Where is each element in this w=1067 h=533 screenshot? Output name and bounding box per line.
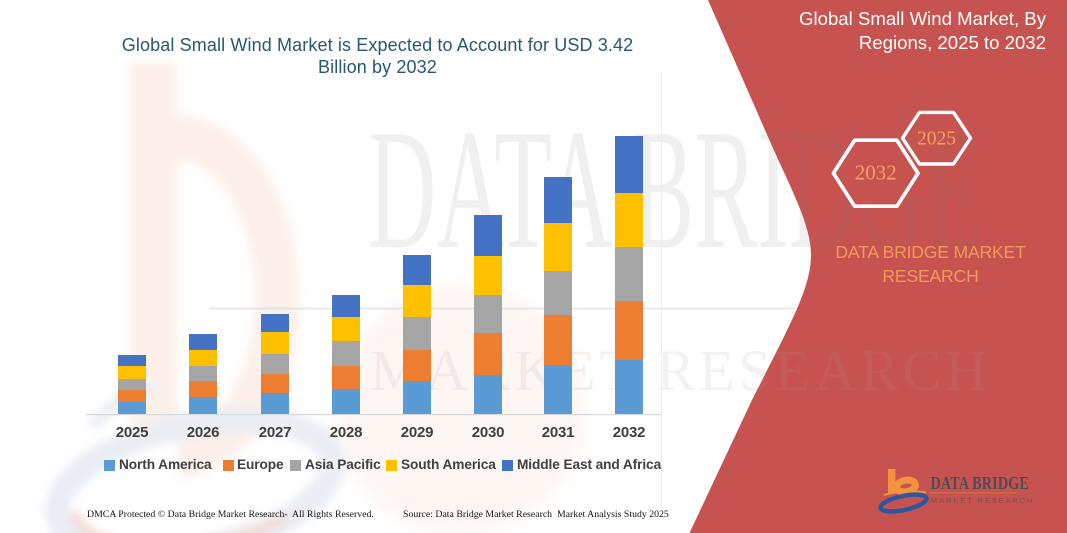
svg-text:2025: 2025 (917, 129, 956, 150)
svg-text:2032: 2032 (855, 161, 897, 185)
svg-text:MARKET RESEARCH: MARKET RESEARCH (370, 338, 991, 403)
svg-text:DATA BRIDGE: DATA BRIDGE (931, 472, 1030, 493)
svg-text:MARKET RESEARCH: MARKET RESEARCH (931, 496, 1034, 505)
